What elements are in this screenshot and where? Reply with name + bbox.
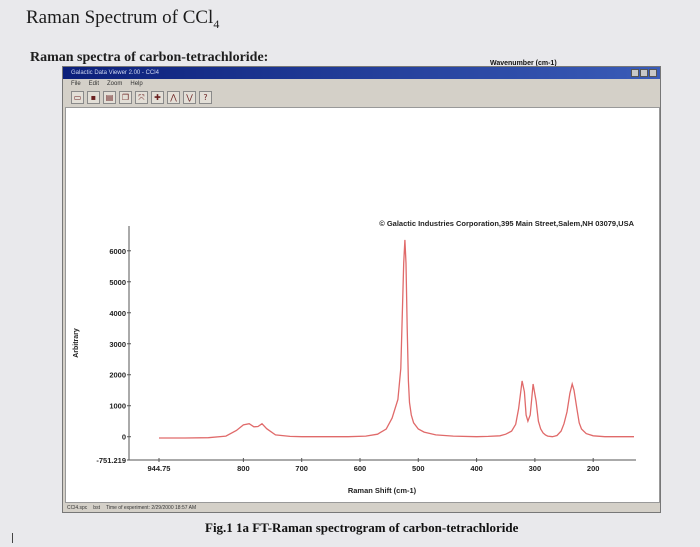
x-tick-label: 400: [470, 464, 483, 473]
window-titlebar: Galactic Data Viewer 2.00 - CCl4: [63, 67, 660, 79]
y-tick-label: 4000: [109, 309, 126, 318]
close-button[interactable]: [649, 69, 657, 77]
plot-area: © Galactic Industries Corporation,395 Ma…: [65, 107, 660, 520]
menu-item-help[interactable]: Help: [130, 81, 143, 87]
wavenumber-note: Wavenumber (cm-1): [490, 60, 557, 67]
y-axis-label: Arbitrary: [73, 328, 80, 358]
margin-mark: [12, 533, 13, 543]
maximize-button[interactable]: [640, 69, 648, 77]
window-title: Galactic Data Viewer 2.00 - CCl4: [71, 70, 159, 76]
cross-icon[interactable]: ✚: [151, 91, 164, 104]
menu-item-zoom[interactable]: Zoom: [107, 81, 123, 87]
x-axis-label: Raman Shift (cm-1): [348, 486, 417, 495]
save-icon[interactable]: ▪: [87, 91, 100, 104]
y-tick-label: 1000: [109, 402, 126, 411]
peak-icon[interactable]: ⋀: [167, 91, 180, 104]
zoom-icon[interactable]: ⤧: [135, 91, 148, 104]
copy-icon[interactable]: ❐: [119, 91, 132, 104]
x-tick-label: 800: [237, 464, 250, 473]
minimize-button[interactable]: [631, 69, 639, 77]
y-tick-label: 6000: [109, 247, 126, 256]
open-icon[interactable]: ▭: [71, 91, 84, 104]
page-subtitle: Raman spectra of carbon-tetrachloride:: [30, 50, 269, 65]
y-tick-label: 0: [122, 433, 126, 442]
raman-chart: © Galactic Industries Corporation,395 Ma…: [73, 218, 636, 520]
x-tick-label: 600: [354, 464, 367, 473]
y-tick-label: -751.219: [96, 456, 126, 465]
x-tick-label: 500: [412, 464, 425, 473]
statusbar: CCl4.spc bst Time of experiment: 2/29/20…: [67, 504, 196, 513]
spectrum-line: [159, 239, 634, 439]
y-tick-label: 3000: [109, 340, 126, 349]
page-title: Raman Spectrum of CCl4: [26, 7, 220, 31]
x-tick-label: 200: [587, 464, 600, 473]
menu-item-file[interactable]: File: [71, 81, 81, 87]
menu-item-edit[interactable]: Edit: [88, 81, 100, 87]
baseline-icon[interactable]: ⋁: [183, 91, 196, 104]
status-file: CCl4.spc: [67, 505, 88, 511]
y-tick-label: 2000: [109, 371, 126, 380]
status-time: Time of experiment: 2/29/2000 18:57 AM: [105, 505, 197, 511]
x-tick-label: 300: [529, 464, 542, 473]
help-icon[interactable]: ?: [199, 91, 212, 104]
status-flag: bst: [93, 505, 100, 511]
copyright-text: © Galactic Industries Corporation,395 Ma…: [379, 219, 634, 228]
y-tick-label: 5000: [109, 278, 126, 287]
x-tick-label: 944.75: [148, 464, 171, 473]
figure-caption: Fig.1 1a FT-Raman spectrogram of carbon-…: [205, 520, 519, 535]
toolbar: ▭ ▪ ▤ ❐ ⤧ ✚ ⋀ ⋁ ?: [71, 91, 212, 105]
menubar: File Edit Zoom Help: [63, 79, 660, 89]
x-tick-label: 700: [295, 464, 308, 473]
spectrum-viewer-window: Galactic Data Viewer 2.00 - CCl4 File Ed…: [62, 66, 661, 520]
print-icon[interactable]: ▤: [103, 91, 116, 104]
